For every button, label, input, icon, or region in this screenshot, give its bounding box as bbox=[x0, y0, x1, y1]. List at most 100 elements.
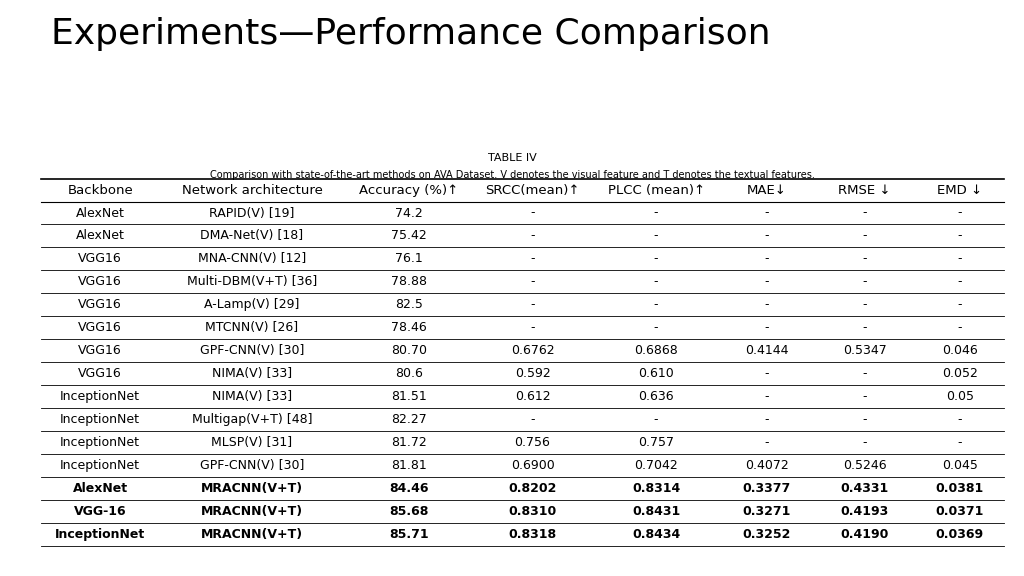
Text: -: - bbox=[957, 229, 962, 242]
Text: DMA-Net(V) [18]: DMA-Net(V) [18] bbox=[201, 229, 303, 242]
Text: -: - bbox=[862, 367, 866, 380]
Text: -: - bbox=[653, 298, 658, 312]
Text: 0.8434: 0.8434 bbox=[632, 528, 680, 541]
Text: 84.46: 84.46 bbox=[389, 482, 429, 495]
Text: Network architecture: Network architecture bbox=[181, 184, 323, 196]
Text: -: - bbox=[862, 413, 866, 426]
Text: -: - bbox=[530, 252, 535, 266]
Text: 0.6868: 0.6868 bbox=[634, 344, 678, 357]
Text: 0.4144: 0.4144 bbox=[745, 344, 788, 357]
Text: -: - bbox=[530, 413, 535, 426]
Text: 0.045: 0.045 bbox=[942, 459, 978, 472]
Text: 75.42: 75.42 bbox=[391, 229, 427, 242]
Text: 0.4190: 0.4190 bbox=[841, 528, 889, 541]
Text: RMSE ↓: RMSE ↓ bbox=[839, 184, 891, 196]
Text: 0.8310: 0.8310 bbox=[508, 505, 557, 518]
Text: InceptionNet: InceptionNet bbox=[55, 528, 145, 541]
Text: -: - bbox=[957, 207, 962, 219]
Text: 0.3252: 0.3252 bbox=[742, 528, 791, 541]
Text: 74.2: 74.2 bbox=[395, 207, 423, 219]
Text: -: - bbox=[765, 229, 769, 242]
Text: RAPID(V) [19]: RAPID(V) [19] bbox=[209, 207, 295, 219]
Text: Multigap(V+T) [48]: Multigap(V+T) [48] bbox=[191, 413, 312, 426]
Text: 0.636: 0.636 bbox=[638, 391, 674, 403]
Text: -: - bbox=[957, 436, 962, 449]
Text: TABLE IV: TABLE IV bbox=[487, 153, 537, 162]
Text: VGG-16: VGG-16 bbox=[74, 505, 127, 518]
Text: 0.0371: 0.0371 bbox=[936, 505, 984, 518]
Text: -: - bbox=[862, 391, 866, 403]
Text: -: - bbox=[957, 321, 962, 334]
Text: GPF-CNN(V) [30]: GPF-CNN(V) [30] bbox=[200, 459, 304, 472]
Text: -: - bbox=[653, 229, 658, 242]
Text: MAE↓: MAE↓ bbox=[746, 184, 786, 196]
Text: 0.8314: 0.8314 bbox=[632, 482, 680, 495]
Text: InceptionNet: InceptionNet bbox=[60, 391, 140, 403]
Text: -: - bbox=[862, 298, 866, 312]
Text: -: - bbox=[530, 207, 535, 219]
Text: 80.70: 80.70 bbox=[391, 344, 427, 357]
Text: InceptionNet: InceptionNet bbox=[60, 436, 140, 449]
Text: 0.0381: 0.0381 bbox=[936, 482, 984, 495]
Text: 0.3377: 0.3377 bbox=[742, 482, 791, 495]
Text: MRACNN(V+T): MRACNN(V+T) bbox=[201, 505, 303, 518]
Text: A-Lamp(V) [29]: A-Lamp(V) [29] bbox=[205, 298, 300, 312]
Text: 0.7042: 0.7042 bbox=[634, 459, 678, 472]
Text: 78.88: 78.88 bbox=[391, 275, 427, 289]
Text: 85.71: 85.71 bbox=[389, 528, 429, 541]
Text: VGG16: VGG16 bbox=[78, 344, 122, 357]
Text: 0.5246: 0.5246 bbox=[843, 459, 887, 472]
Text: -: - bbox=[765, 252, 769, 266]
Text: 81.81: 81.81 bbox=[391, 459, 427, 472]
Text: -: - bbox=[957, 413, 962, 426]
Text: PLCC (mean)↑: PLCC (mean)↑ bbox=[607, 184, 705, 196]
Text: 0.610: 0.610 bbox=[638, 367, 674, 380]
Text: InceptionNet: InceptionNet bbox=[60, 459, 140, 472]
Text: VGG16: VGG16 bbox=[78, 321, 122, 334]
Text: VGG16: VGG16 bbox=[78, 298, 122, 312]
Text: Accuracy (%)↑: Accuracy (%)↑ bbox=[359, 184, 459, 196]
Text: 82.5: 82.5 bbox=[395, 298, 423, 312]
Text: 80.6: 80.6 bbox=[395, 367, 423, 380]
Text: Comparison with state-of-the-art methods on AVA Dataset. V denotes the visual fe: Comparison with state-of-the-art methods… bbox=[210, 170, 814, 180]
Text: -: - bbox=[862, 229, 866, 242]
Text: AlexNet: AlexNet bbox=[76, 229, 125, 242]
Text: 0.757: 0.757 bbox=[638, 436, 674, 449]
Text: -: - bbox=[957, 275, 962, 289]
Text: MLSP(V) [31]: MLSP(V) [31] bbox=[211, 436, 293, 449]
Text: InceptionNet: InceptionNet bbox=[60, 413, 140, 426]
Text: 0.052: 0.052 bbox=[942, 367, 978, 380]
Text: MTCNN(V) [26]: MTCNN(V) [26] bbox=[206, 321, 299, 334]
Text: -: - bbox=[765, 391, 769, 403]
Text: -: - bbox=[765, 413, 769, 426]
Text: -: - bbox=[765, 367, 769, 380]
Text: NIMA(V) [33]: NIMA(V) [33] bbox=[212, 391, 292, 403]
Text: -: - bbox=[653, 207, 658, 219]
Text: -: - bbox=[765, 207, 769, 219]
Text: 0.4072: 0.4072 bbox=[744, 459, 788, 472]
Text: -: - bbox=[765, 298, 769, 312]
Text: 0.612: 0.612 bbox=[515, 391, 550, 403]
Text: 0.5347: 0.5347 bbox=[843, 344, 887, 357]
Text: 0.046: 0.046 bbox=[942, 344, 978, 357]
Text: 0.6762: 0.6762 bbox=[511, 344, 554, 357]
Text: -: - bbox=[530, 321, 535, 334]
Text: 0.0369: 0.0369 bbox=[936, 528, 984, 541]
Text: 81.72: 81.72 bbox=[391, 436, 427, 449]
Text: 0.8202: 0.8202 bbox=[508, 482, 557, 495]
Text: 76.1: 76.1 bbox=[395, 252, 423, 266]
Text: VGG16: VGG16 bbox=[78, 252, 122, 266]
Text: AlexNet: AlexNet bbox=[73, 482, 128, 495]
Text: -: - bbox=[862, 252, 866, 266]
Text: -: - bbox=[862, 275, 866, 289]
Text: 81.51: 81.51 bbox=[391, 391, 427, 403]
Text: -: - bbox=[653, 321, 658, 334]
Text: Backbone: Backbone bbox=[68, 184, 133, 196]
Text: 0.6900: 0.6900 bbox=[511, 459, 554, 472]
Text: VGG16: VGG16 bbox=[78, 367, 122, 380]
Text: 0.05: 0.05 bbox=[946, 391, 974, 403]
Text: 0.4193: 0.4193 bbox=[841, 505, 889, 518]
Text: AlexNet: AlexNet bbox=[76, 207, 125, 219]
Text: -: - bbox=[862, 207, 866, 219]
Text: -: - bbox=[653, 275, 658, 289]
